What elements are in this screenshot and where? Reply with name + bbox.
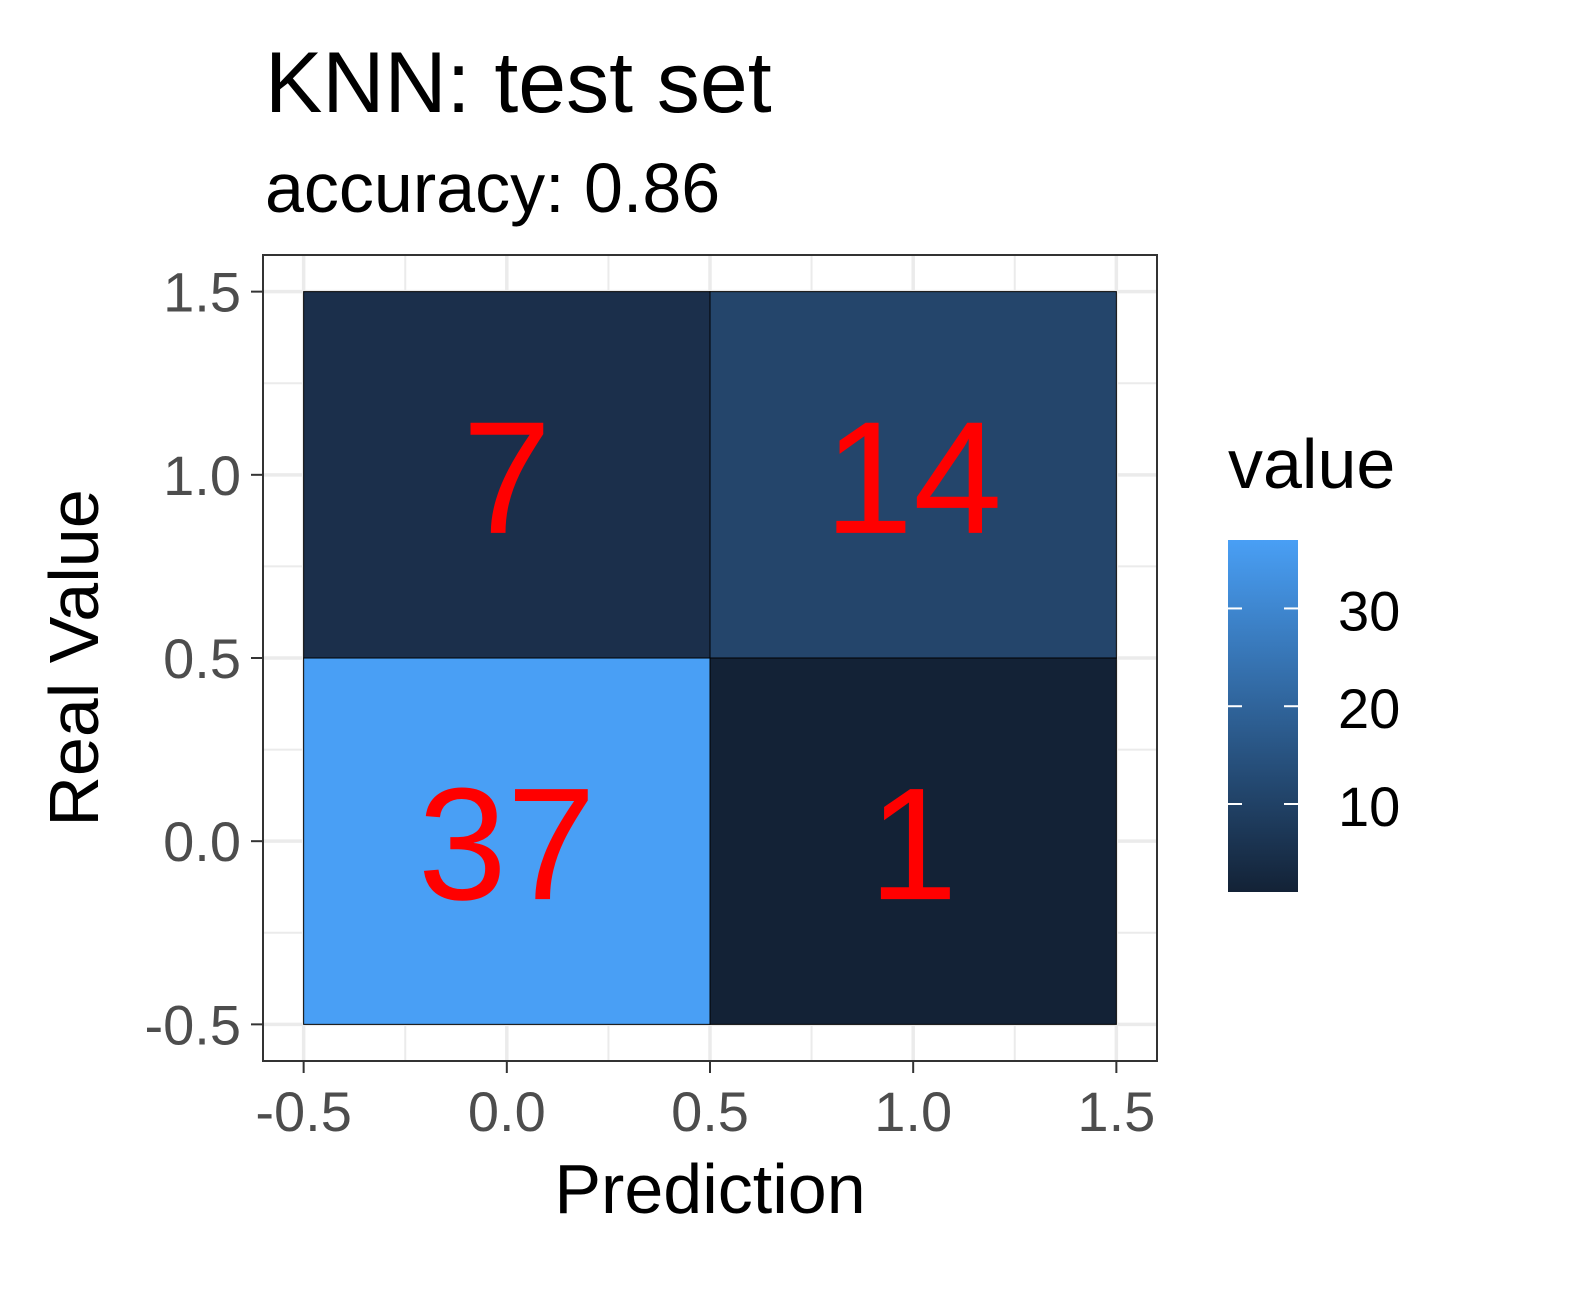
y-tick-label: 1.0 <box>163 444 241 507</box>
chart-title: KNN: test set <box>265 35 772 131</box>
legend-title: value <box>1228 425 1395 503</box>
x-axis-ticks: -0.5 0.0 0.5 1.0 1.5 <box>255 1061 1155 1143</box>
chart-subtitle: accuracy: 0.86 <box>265 149 720 227</box>
cell-labels: 7 14 37 1 <box>418 388 1002 933</box>
heatmap-cell <box>303 657 711 1025</box>
cell-value-label: 1 <box>869 754 958 933</box>
y-tick-label: 1.5 <box>163 261 241 324</box>
x-tick-label: 0.0 <box>468 1080 546 1143</box>
legend-tick-label: 20 <box>1338 677 1400 740</box>
heatmap-cell <box>303 291 711 659</box>
heatmap-cell <box>709 291 1117 659</box>
y-tick-label: 0.5 <box>163 627 241 690</box>
y-axis-ticks: -0.5 0.0 0.5 1.0 1.5 <box>145 261 263 1056</box>
y-tick-label: -0.5 <box>145 993 242 1056</box>
x-tick-label: 1.0 <box>874 1080 952 1143</box>
cell-value-label: 7 <box>462 388 551 567</box>
legend-tick-label: 10 <box>1338 775 1400 838</box>
cell-value-label: 14 <box>824 388 1002 567</box>
x-tick-label: -0.5 <box>255 1080 352 1143</box>
legend-tick-label: 30 <box>1338 579 1400 642</box>
legend-colorbar <box>1228 540 1298 892</box>
y-axis-title: Real Value <box>35 489 113 826</box>
y-tick-label: 0.0 <box>163 810 241 873</box>
heatmap-cells <box>303 291 1117 1025</box>
color-legend: value 10 20 30 <box>1228 425 1400 892</box>
x-tick-label: 1.5 <box>1077 1080 1155 1143</box>
cell-value-label: 37 <box>418 754 596 933</box>
heatmap-cell <box>709 657 1117 1025</box>
x-tick-label: 0.5 <box>671 1080 749 1143</box>
legend-ticks: 10 20 30 <box>1228 579 1400 838</box>
x-axis-title: Prediction <box>554 1150 865 1228</box>
